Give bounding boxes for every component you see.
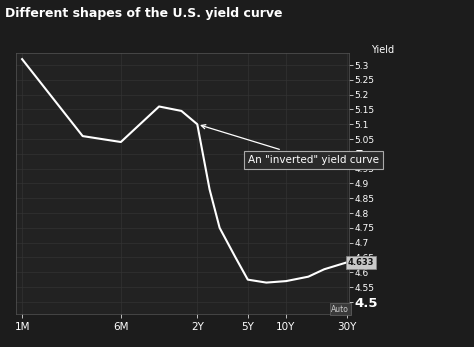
Y-axis label: Yield: Yield — [371, 45, 394, 56]
Text: 4.633: 4.633 — [348, 258, 374, 267]
Text: An "inverted" yield curve: An "inverted" yield curve — [201, 125, 379, 165]
Text: Auto: Auto — [331, 305, 349, 314]
Text: Different shapes of the U.S. yield curve: Different shapes of the U.S. yield curve — [5, 7, 282, 20]
